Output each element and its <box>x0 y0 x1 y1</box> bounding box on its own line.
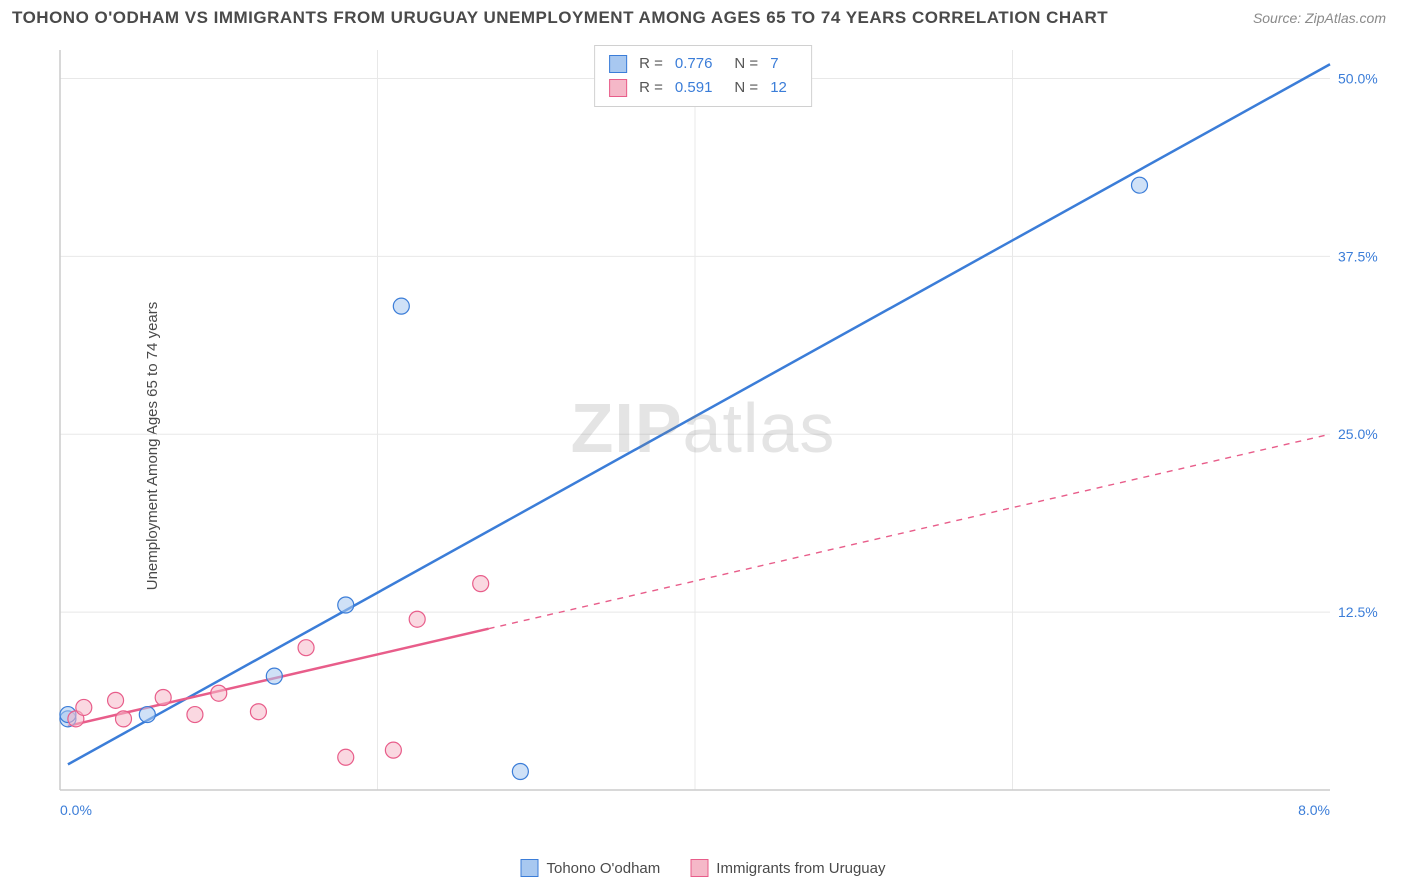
chart-plot-area: 12.5% 25.0% 37.5% 50.0% 0.0% 8.0% <box>50 40 1390 840</box>
n-value: 12 <box>770 76 787 100</box>
n-label: N = <box>734 76 758 100</box>
chart-svg: 12.5% 25.0% 37.5% 50.0% 0.0% 8.0% <box>50 40 1390 840</box>
r-value: 0.776 <box>675 52 713 76</box>
legend-item: Immigrants from Uruguay <box>690 859 885 877</box>
svg-text:25.0%: 25.0% <box>1338 426 1378 442</box>
legend-swatch <box>609 55 627 73</box>
r-label: R = <box>639 52 663 76</box>
source-attribution: Source: ZipAtlas.com <box>1253 10 1386 26</box>
stats-legend-row: R = 0.591 N = 12 <box>609 76 797 100</box>
series-legend: Tohono O'odham Immigrants from Uruguay <box>521 859 886 877</box>
legend-swatch <box>609 79 627 97</box>
r-value: 0.591 <box>675 76 713 100</box>
r-label: R = <box>639 76 663 100</box>
stats-legend: R = 0.776 N = 7 R = 0.591 N = 12 <box>594 45 812 107</box>
legend-item: Tohono O'odham <box>521 859 661 877</box>
legend-swatch <box>521 859 539 877</box>
svg-text:8.0%: 8.0% <box>1298 802 1330 818</box>
chart-title: TOHONO O'ODHAM VS IMMIGRANTS FROM URUGUA… <box>12 8 1108 28</box>
svg-text:37.5%: 37.5% <box>1338 248 1378 264</box>
svg-text:12.5%: 12.5% <box>1338 604 1378 620</box>
legend-label: Immigrants from Uruguay <box>716 860 885 877</box>
svg-text:50.0%: 50.0% <box>1338 70 1378 86</box>
legend-swatch <box>690 859 708 877</box>
n-value: 7 <box>770 52 778 76</box>
stats-legend-row: R = 0.776 N = 7 <box>609 52 797 76</box>
svg-text:0.0%: 0.0% <box>60 802 92 818</box>
legend-label: Tohono O'odham <box>547 860 661 877</box>
n-label: N = <box>734 52 758 76</box>
